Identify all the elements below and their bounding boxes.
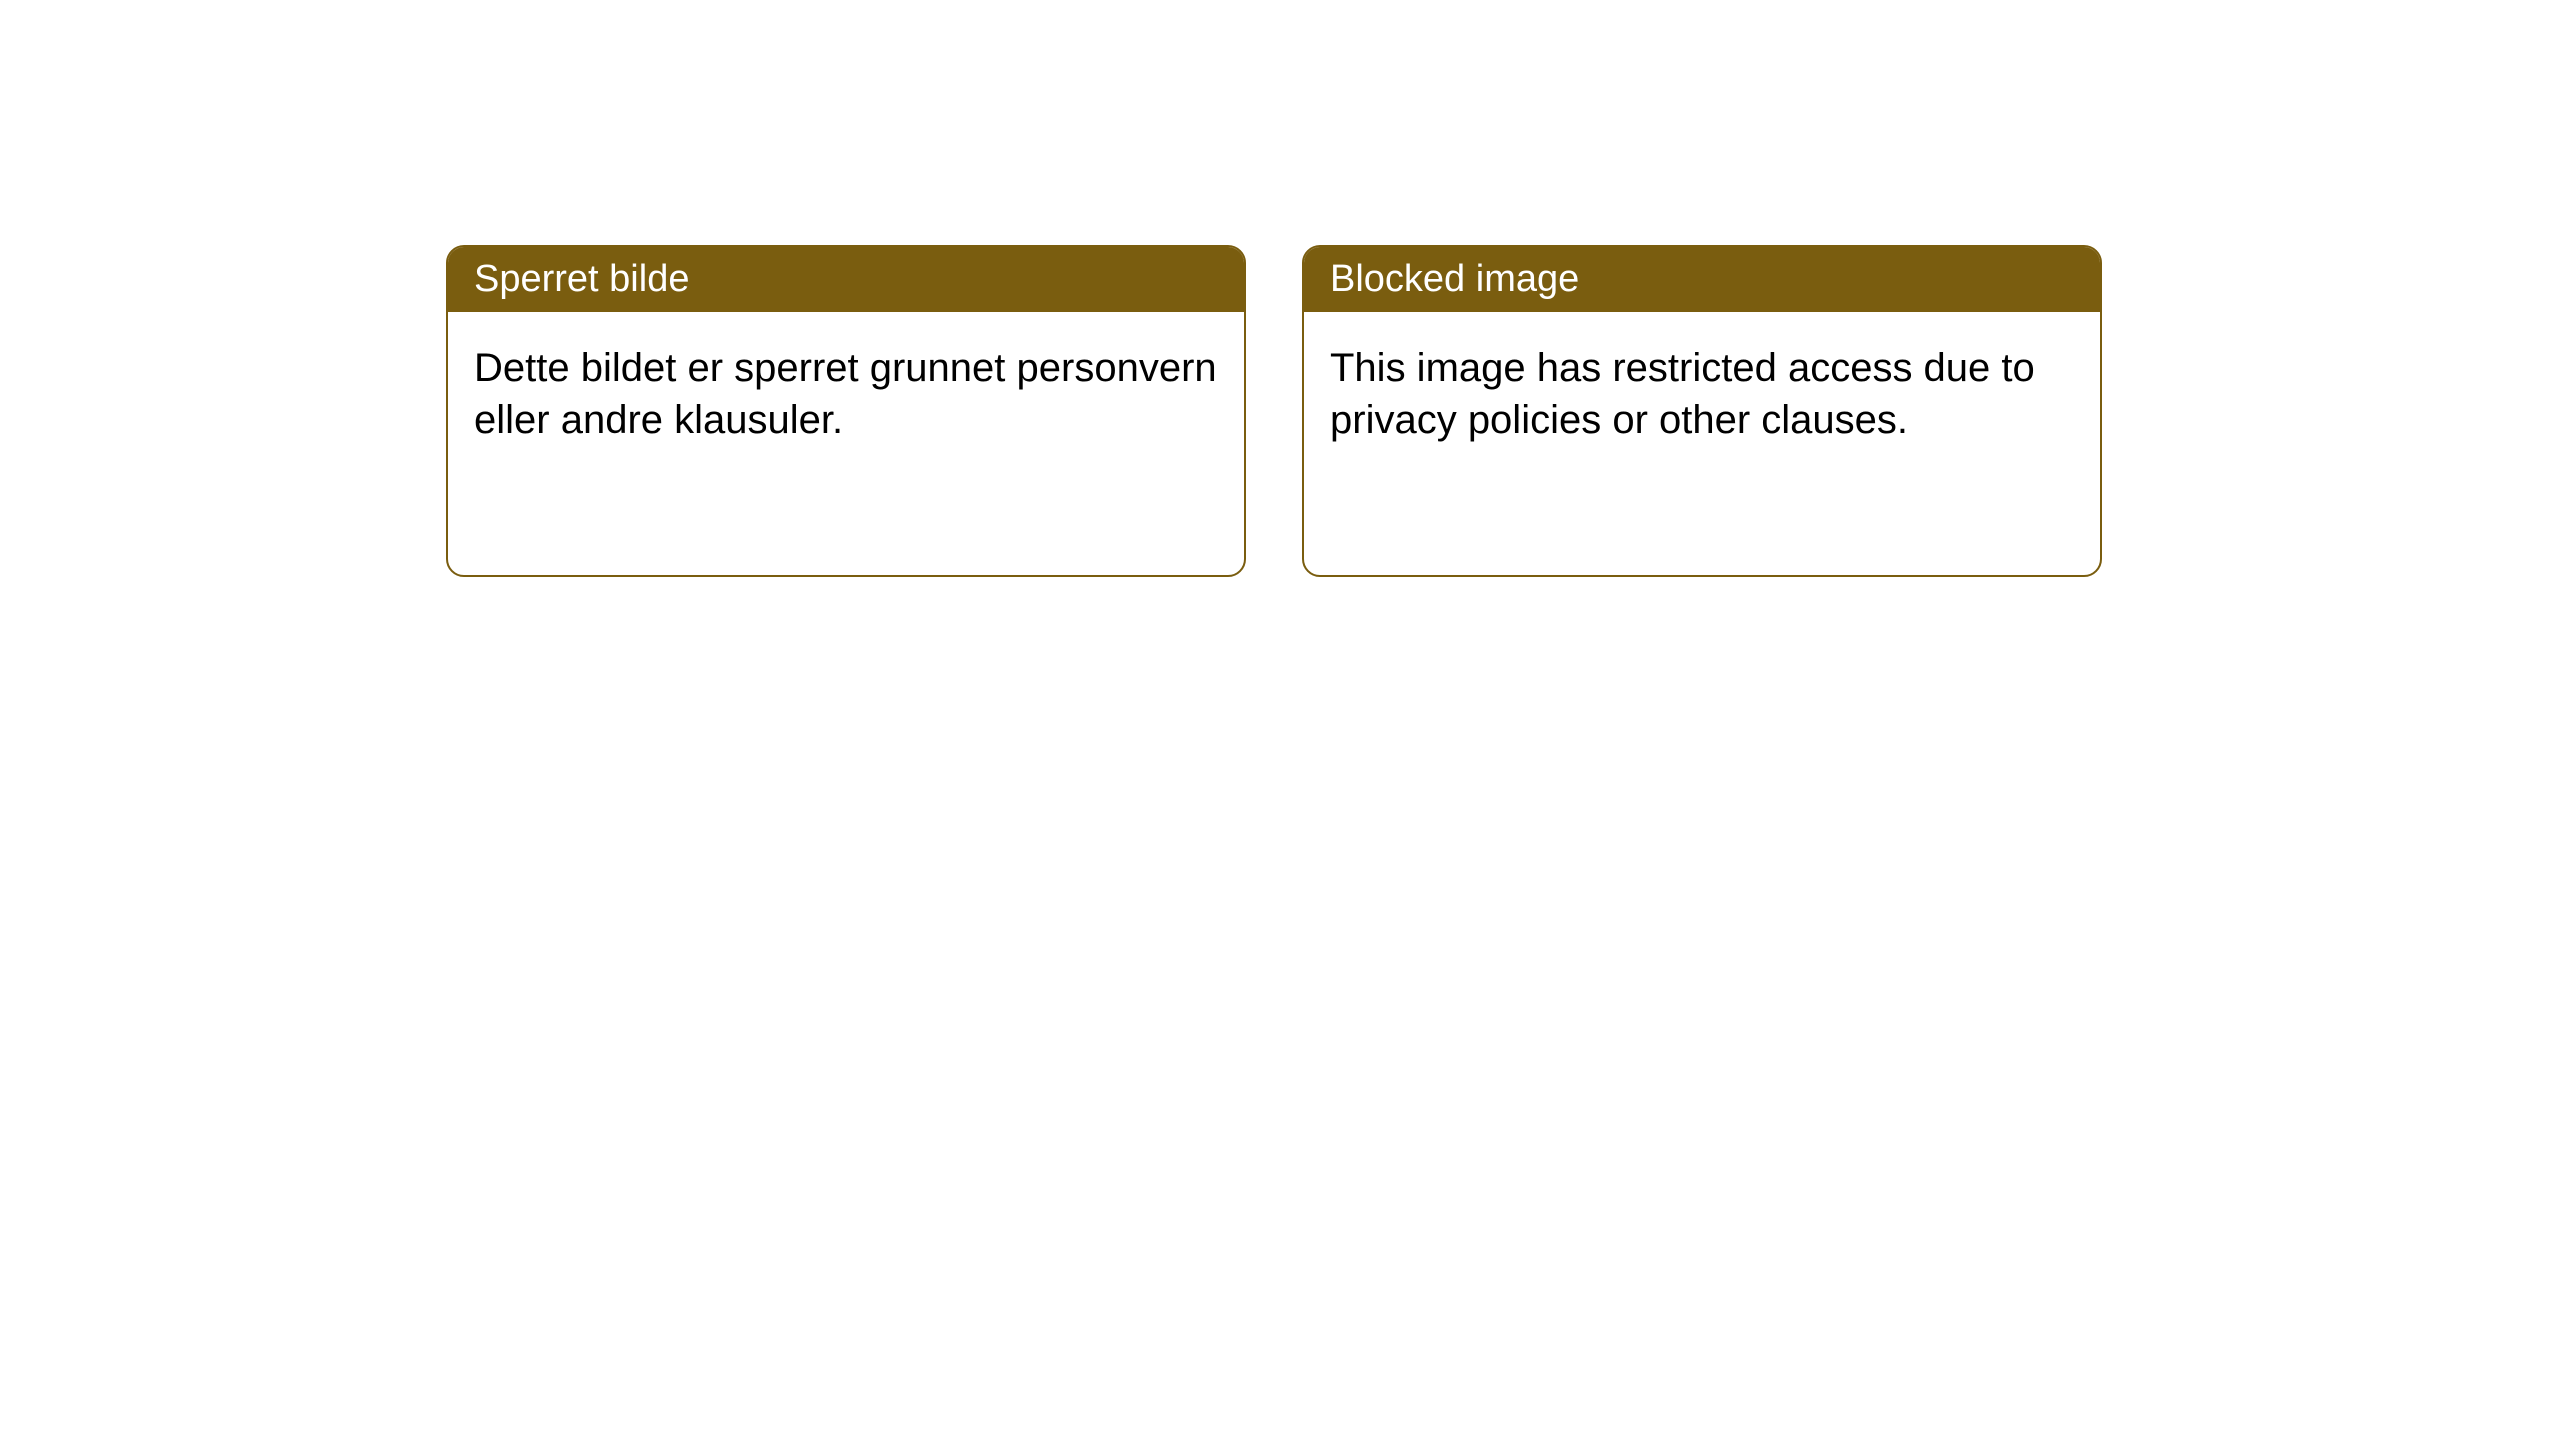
notice-text: This image has restricted access due to … <box>1330 346 2035 442</box>
notice-header: Sperret bilde <box>448 247 1244 312</box>
notice-title: Blocked image <box>1330 258 1579 300</box>
notice-body: Dette bildet er sperret grunnet personve… <box>448 312 1244 476</box>
notice-box-norwegian: Sperret bilde Dette bildet er sperret gr… <box>446 245 1246 577</box>
notice-box-english: Blocked image This image has restricted … <box>1302 245 2102 577</box>
notice-text: Dette bildet er sperret grunnet personve… <box>474 346 1217 442</box>
notice-body: This image has restricted access due to … <box>1304 312 2100 476</box>
notice-title: Sperret bilde <box>474 258 689 300</box>
notice-header: Blocked image <box>1304 247 2100 312</box>
notice-container: Sperret bilde Dette bildet er sperret gr… <box>446 245 2102 577</box>
